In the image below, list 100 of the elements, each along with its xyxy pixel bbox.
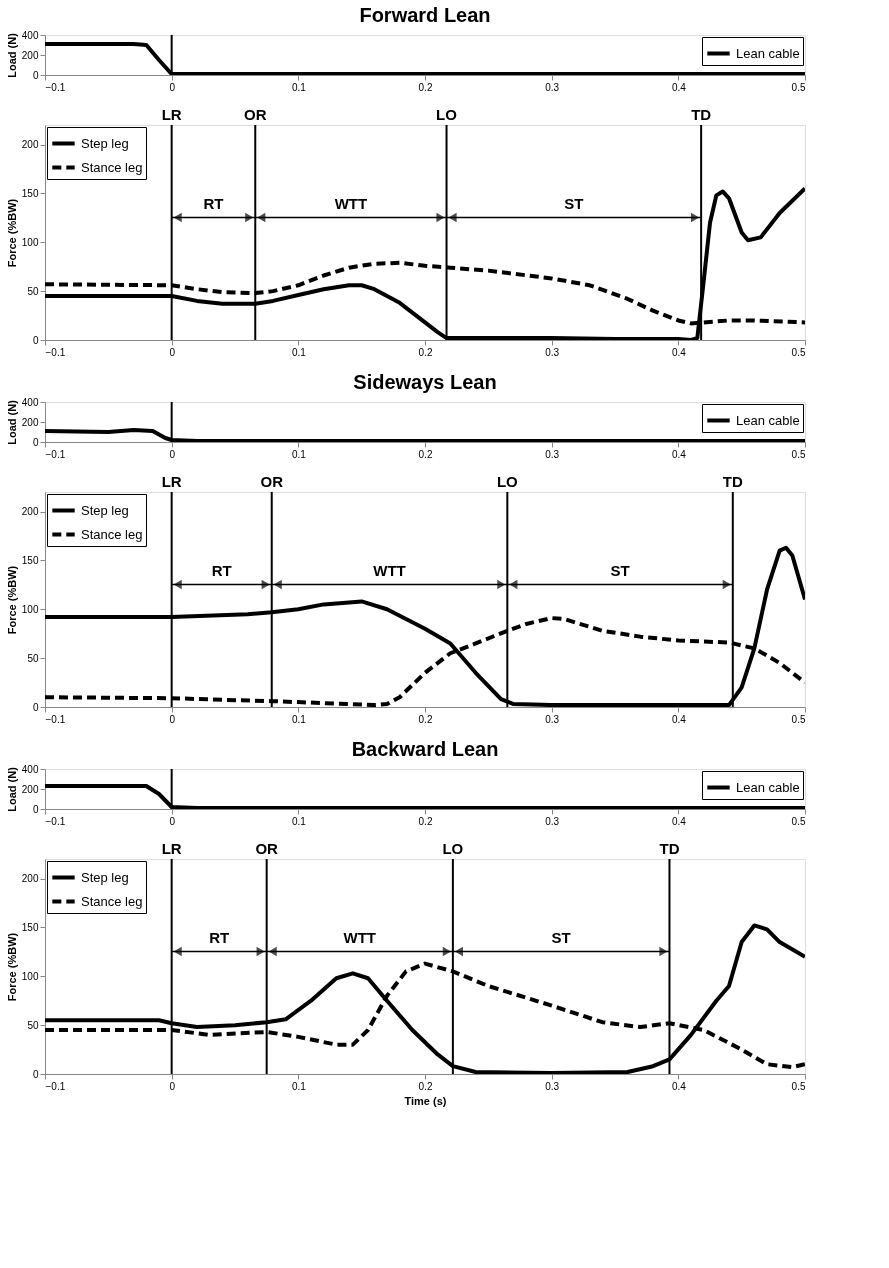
y-axis-title: Load (N) <box>5 32 18 78</box>
legend-label: Lean cable <box>736 45 800 61</box>
ref-line-label: LO <box>496 473 519 490</box>
x-tick-label: −0.1 <box>45 815 66 827</box>
y-axis-title: Force (%BW) <box>5 198 18 268</box>
x-tick-label: 0.2 <box>418 81 433 93</box>
ref-line-label: OR <box>255 840 279 857</box>
annotation: ST <box>551 929 571 947</box>
ref-line-label: LO <box>442 840 464 857</box>
x-tick-label: 0.1 <box>291 448 307 460</box>
y-tick-label: 200 <box>21 416 39 428</box>
x-tick-label: −0.1 <box>45 346 66 358</box>
x-tick-label: −0.1 <box>45 81 66 93</box>
y-tick-label: 100 <box>21 603 39 615</box>
x-tick-label: 0.4 <box>671 81 687 93</box>
x-tick-label: 0.3 <box>545 346 560 358</box>
x-tick-label: 0.2 <box>418 713 433 725</box>
x-tick-label: 0 <box>169 713 176 725</box>
x-tick-label: 0.2 <box>418 815 433 827</box>
y-tick-label: 100 <box>21 970 39 982</box>
y-tick-label: 150 <box>21 554 39 566</box>
ref-line-label: LO <box>436 106 458 123</box>
legend-label: Stance leg <box>81 893 143 909</box>
legend-label: Step leg <box>81 135 129 151</box>
y-axis-title: Load (N) <box>5 766 18 812</box>
annotation: ST <box>564 195 584 213</box>
x-tick-label: 0.4 <box>671 713 687 725</box>
y-tick-label: 0 <box>32 701 39 713</box>
y-tick-label: 50 <box>27 1019 39 1031</box>
chart-title: Sideways Lean <box>353 371 497 393</box>
x-tick-label: 0.5 <box>791 713 806 725</box>
ref-line-label: LR <box>161 473 182 490</box>
annotation: WTT <box>343 929 377 947</box>
annotation: RT <box>211 562 232 580</box>
y-tick-label: 200 <box>21 783 39 795</box>
y-axis-title: Load (N) <box>5 399 18 445</box>
x-tick-label: 0.3 <box>545 713 560 725</box>
y-axis-title: Force (%BW) <box>5 565 18 635</box>
ref-line-label: TD <box>691 106 712 123</box>
legend-label: Step leg <box>81 502 129 518</box>
x-axis-title: Time (s) <box>404 1094 447 1107</box>
y-tick-label: 400 <box>21 29 39 41</box>
legend-label: Step leg <box>81 869 129 885</box>
x-tick-label: 0 <box>169 346 176 358</box>
y-tick-label: 50 <box>27 652 39 664</box>
y-tick-label: 50 <box>27 285 39 297</box>
x-tick-label: 0.2 <box>418 448 433 460</box>
y-tick-label: 200 <box>21 873 39 885</box>
x-tick-label: 0.4 <box>671 448 687 460</box>
y-tick-label: 200 <box>21 139 39 151</box>
x-tick-label: 0.1 <box>291 346 307 358</box>
legend-label: Stance leg <box>81 159 143 175</box>
x-tick-label: 0.4 <box>671 346 687 358</box>
x-tick-label: 0.3 <box>545 448 560 460</box>
ref-line-label: OR <box>260 473 284 490</box>
x-tick-label: 0.4 <box>671 815 687 827</box>
ref-line-label: OR <box>244 106 267 123</box>
y-tick-label: 400 <box>21 763 39 775</box>
annotation: ST <box>610 562 630 580</box>
y-tick-label: 0 <box>32 436 39 448</box>
x-tick-label: −0.1 <box>45 1080 66 1092</box>
x-tick-label: 0.5 <box>791 81 806 93</box>
annotation: RT <box>209 929 230 947</box>
ref-line-label: LR <box>161 106 182 123</box>
y-tick-label: 100 <box>21 236 39 248</box>
chart-title: Backward Lean <box>351 738 499 760</box>
y-tick-label: 0 <box>32 803 39 815</box>
annotation: WTT <box>334 195 368 213</box>
legend-label: Stance leg <box>81 526 143 542</box>
y-axis-title: Force (%BW) <box>5 932 18 1002</box>
x-tick-label: 0.1 <box>291 81 307 93</box>
y-tick-label: 0 <box>32 69 39 81</box>
chart-title: Forward Lean <box>359 4 491 26</box>
y-tick-label: 200 <box>21 49 39 61</box>
ref-line-label: TD <box>659 840 680 857</box>
x-tick-label: 0.4 <box>671 1080 687 1092</box>
x-tick-label: 0.3 <box>545 81 560 93</box>
y-tick-label: 0 <box>32 1068 39 1080</box>
annotation: WTT <box>373 562 406 580</box>
x-tick-label: 0.3 <box>545 815 560 827</box>
y-tick-label: 150 <box>21 921 39 933</box>
ref-line-label: TD <box>722 473 743 490</box>
x-tick-label: 0.1 <box>291 1080 307 1092</box>
x-tick-label: 0 <box>169 448 176 460</box>
ref-line-label: LR <box>161 840 182 857</box>
x-tick-label: 0.1 <box>291 713 307 725</box>
y-tick-label: 0 <box>32 334 39 346</box>
x-tick-label: −0.1 <box>45 713 66 725</box>
y-tick-label: 150 <box>21 187 39 199</box>
legend-label: Lean cable <box>736 779 800 795</box>
x-tick-label: 0.5 <box>791 448 806 460</box>
x-tick-label: 0.5 <box>791 1080 806 1092</box>
x-tick-label: 0.2 <box>418 1080 433 1092</box>
x-tick-label: 0.3 <box>545 1080 560 1092</box>
x-tick-label: 0.5 <box>791 346 806 358</box>
x-tick-label: 0.5 <box>791 815 806 827</box>
x-tick-label: 0 <box>169 815 176 827</box>
x-tick-label: 0 <box>169 81 176 93</box>
annotation: RT <box>203 195 224 213</box>
x-tick-label: −0.1 <box>45 448 66 460</box>
